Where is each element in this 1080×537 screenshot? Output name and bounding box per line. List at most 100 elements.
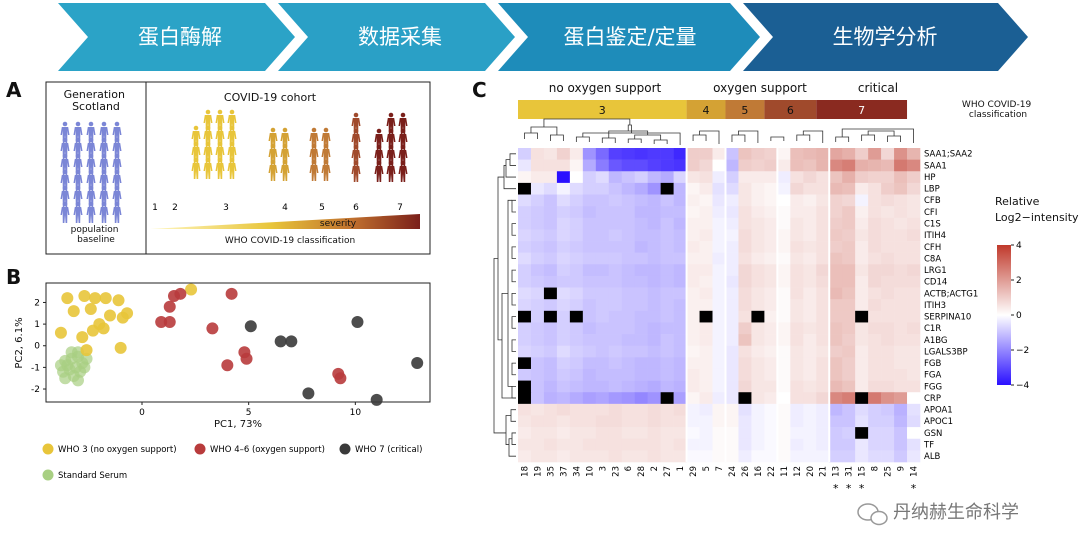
heatmap-cell <box>894 415 908 428</box>
heatmap-cell <box>907 368 921 381</box>
heatmap-cell <box>738 403 752 416</box>
column-label: 10 <box>585 466 595 477</box>
heatmap-cell <box>803 229 817 242</box>
column-label: 19 <box>533 466 543 477</box>
heatmap-cell <box>751 334 765 347</box>
heatmap-cell <box>829 438 843 451</box>
heatmap-cell <box>712 182 726 195</box>
heatmap-cell <box>595 148 610 160</box>
heatmap-cell <box>803 287 817 300</box>
heatmap-cell <box>543 182 558 195</box>
heatmap-cell <box>621 310 636 323</box>
heatmap-cell <box>790 392 804 405</box>
heatmap-cell <box>764 229 778 242</box>
row-dendrogram-link <box>511 199 516 213</box>
heatmap-cell <box>738 322 752 335</box>
heatmap-cell <box>595 357 610 370</box>
heatmap-cell <box>569 264 584 277</box>
heatmap-cell <box>894 438 908 451</box>
heatmap-cell <box>712 450 726 463</box>
heatmap-cell <box>660 229 674 242</box>
heatmap-cell <box>543 206 558 219</box>
heatmap-cell <box>712 322 726 335</box>
row-dendrogram-link <box>511 246 516 259</box>
heatmap-cell <box>686 171 700 184</box>
heatmap-cell <box>582 194 597 207</box>
heatmap-cell <box>543 403 558 416</box>
heatmap-cell <box>608 427 623 440</box>
heatmap-cell <box>842 403 856 416</box>
heatmap-cell <box>894 322 908 335</box>
heatmap-cell <box>686 148 700 160</box>
heatmap-cell <box>738 427 752 440</box>
heatmap-cell <box>855 159 869 172</box>
heatmap-cell <box>518 148 532 160</box>
colorbar-tick-label: 4 <box>1016 241 1022 251</box>
panel-a-frame <box>45 81 431 255</box>
heatmap-cell <box>556 241 571 253</box>
heatmap-cell <box>855 334 869 347</box>
banner-step-4 <box>743 3 1028 71</box>
heatmap-cell <box>608 345 623 358</box>
who-group-label: 4 <box>703 104 710 117</box>
pca-point <box>351 315 364 328</box>
heatmap-cell <box>842 241 856 253</box>
heatmap-cell <box>738 345 752 358</box>
row-label: C1R <box>924 324 941 334</box>
heatmap-cell <box>582 403 597 416</box>
heatmap-cell <box>855 438 869 451</box>
heatmap-cell <box>907 299 921 312</box>
heatmap-cell <box>855 345 869 358</box>
heatmap-cell <box>738 357 752 370</box>
heatmap-cell <box>621 438 636 451</box>
person-icon <box>398 128 408 150</box>
heatmap-cell <box>660 380 674 393</box>
row-dendrogram-link <box>505 159 516 178</box>
heatmap-cell <box>738 229 752 242</box>
row-label: ACTB;ACTG1 <box>924 289 978 299</box>
heatmap-cell <box>699 206 713 219</box>
heatmap-cell <box>621 299 636 312</box>
panel-c-letter: C <box>472 78 487 102</box>
person-icon <box>268 159 278 181</box>
watermark-text: 丹纳赫生命科学 <box>893 502 1019 523</box>
heatmap-cell <box>803 182 817 195</box>
person-icon <box>374 128 384 150</box>
heatmap-cell <box>518 415 532 428</box>
who-group-segment <box>518 100 687 119</box>
heatmap-cell <box>777 334 791 347</box>
heatmap-cell <box>647 299 661 312</box>
heatmap-cell <box>751 392 765 405</box>
heatmap-cell <box>543 357 558 370</box>
heatmap-cell <box>518 241 532 253</box>
column-label: 13 <box>832 466 842 477</box>
heatmap-cell <box>569 427 584 440</box>
heatmap-cell <box>829 415 843 428</box>
heatmap-cell <box>673 438 687 451</box>
column-label: 15 <box>858 466 868 477</box>
heatmap-cell <box>595 229 610 242</box>
heatmap-cell <box>868 380 882 393</box>
heatmap-cell <box>881 275 895 288</box>
heatmap-cell <box>868 229 882 242</box>
heatmap-cell <box>556 450 571 463</box>
heatmap-cell <box>569 345 584 358</box>
row-dendrogram-link <box>501 292 516 399</box>
heatmap-cell <box>907 392 921 405</box>
panel-a: A Generation Scotland population baselin… <box>6 78 431 255</box>
pca-point <box>65 346 78 359</box>
heatmap-cell <box>816 275 830 288</box>
heatmap-cell <box>608 287 623 300</box>
heatmap-cell <box>803 148 817 160</box>
heatmap-cell <box>569 299 584 312</box>
heatmap-cell <box>660 264 674 277</box>
heatmap-cell <box>543 345 558 358</box>
colorbar-tick-label: −2 <box>1016 346 1029 356</box>
banner-step-4-label: 生物学分析 <box>833 25 938 49</box>
heatmap-cell <box>855 415 869 428</box>
heatmap-cell <box>907 450 921 463</box>
who-group-segment <box>816 100 908 119</box>
heatmap-cell <box>647 171 661 184</box>
row-label: C1S <box>924 220 941 230</box>
heatmap-cell <box>699 182 713 195</box>
